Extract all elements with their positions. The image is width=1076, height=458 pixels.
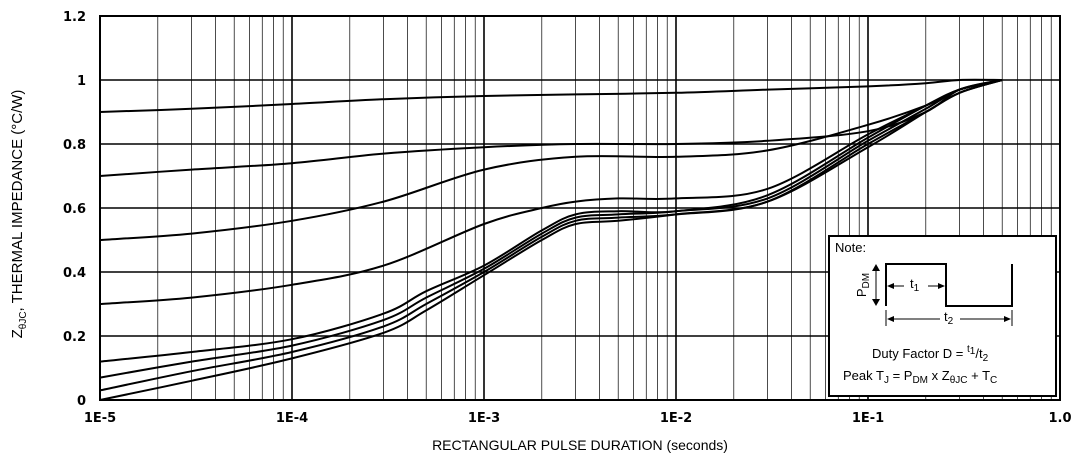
t1-label: t1 [910,276,920,294]
y-tick-label: 1.2 [63,10,86,25]
curves [99,78,1003,401]
t2-arrow-head-right [1004,316,1011,322]
note-frame [828,235,1057,397]
x-tick-labels: 1E-5 1E-4 1E-3 1E-2 1E-1 1.0 [84,411,1072,426]
y-tick-label: 0.8 [63,138,86,153]
plot-frame [99,15,1061,401]
y-tick-label: 0.6 [63,202,86,217]
impedance-curve-1 [99,78,1003,113]
t2-arrow-head-left [887,316,894,322]
impedance-curve-8 [99,79,1003,401]
y-axis-label: THERMAL IMPEDANCE (°C/W) [9,90,26,304]
y-tick-label: 0.2 [63,330,86,345]
duty-factor-formula: Duty Factor D = t1/t2 [872,344,989,364]
y-axis-symbol: Z [9,329,26,338]
t1-arrow-head-left [887,283,894,289]
x-tick-label: 1E-4 [276,411,308,426]
x-tick-label: 1E-2 [660,411,692,426]
y-tick-label: 0 [77,394,86,409]
impedance-curve-7 [99,79,1003,392]
impedance-curve-6 [99,79,1003,379]
x-axis-title: RECTANGULAR PULSE DURATION (seconds) [432,437,728,453]
x-tick-label: 1E-3 [468,411,500,426]
impedance-curve-3 [99,79,1003,241]
t2-label: t2 [944,309,954,327]
x-tick-label: 1E-5 [84,411,116,426]
note-title: Note: [835,240,866,255]
x-tick-label: 1E-1 [852,411,884,426]
y-axis-subscript: θJC [18,311,29,329]
pdm-arrow-head-top [872,264,880,271]
peak-tj-formula: Peak TJ = PDM x ZθJC + TC [843,368,997,386]
note-box: Note: PDM t1 t2 Duty Factor D = t1/t2 [828,235,1057,397]
pulse-waveform [885,263,1013,307]
y-axis-title: ZθJC, THERMAL IMPEDANCE (°C/W) [9,90,29,339]
impedance-curve-5 [99,79,1003,363]
x-tick-label: 1.0 [1048,411,1071,426]
t1-arrow-head-right [938,283,945,289]
y-tick-label: 0.4 [63,266,86,281]
y-tick-label: 1 [77,74,86,89]
pdm-label: PDM [854,273,872,297]
pdm-arrow-head-bottom [872,299,880,306]
y-tick-labels: 0 0.2 0.4 0.6 0.8 1 1.2 [63,10,86,409]
